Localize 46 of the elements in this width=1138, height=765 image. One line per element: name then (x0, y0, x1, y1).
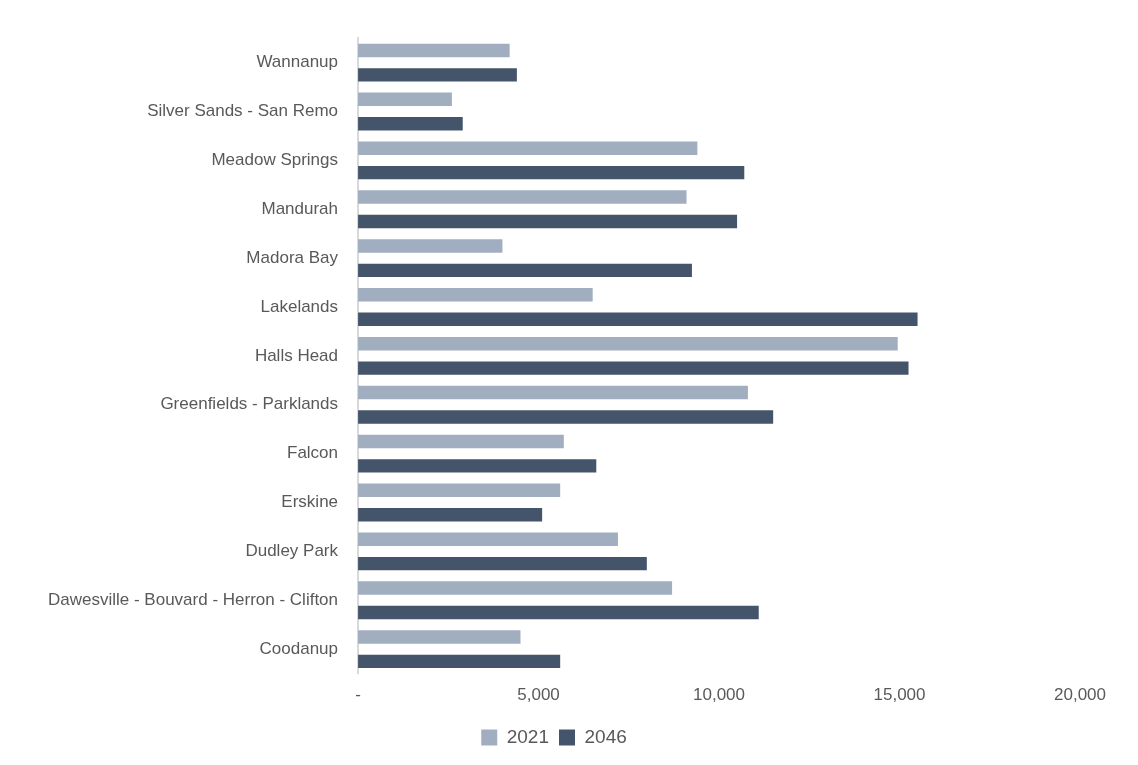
bar (358, 434, 564, 449)
y-tick-label: Silver Sands - San Remo (147, 101, 339, 121)
bar (358, 214, 738, 229)
bar (358, 68, 517, 82)
bar (358, 630, 521, 644)
y-tick-label: Dudley Park (245, 541, 339, 561)
x-tick-label: 5,000 (517, 685, 560, 705)
bar (358, 556, 647, 571)
y-tick-label: Erskine (281, 492, 339, 512)
y-tick-label: Lakelands (260, 296, 339, 316)
x-tick-label: 10,000 (693, 685, 746, 705)
x-tick-label: - (355, 685, 361, 705)
y-tick-label: Dawesville - Bouvard - Herron - Clifton (47, 589, 339, 609)
y-tick-label: Wannanup (256, 52, 339, 72)
y-tick-label: Halls Head (254, 345, 339, 365)
bar (358, 336, 898, 351)
legend-label: 2021 (506, 725, 550, 747)
y-tick-label: Madora Bay (246, 247, 339, 267)
y-tick-label: Mandurah (261, 198, 339, 218)
bar (358, 459, 597, 473)
x-tick-label: 15,000 (873, 685, 926, 705)
bar (358, 43, 510, 58)
y-tick-label: Falcon (287, 443, 339, 463)
bar (358, 581, 673, 595)
bar (358, 532, 618, 546)
bar (358, 288, 593, 302)
bar (358, 483, 561, 498)
bar (358, 239, 503, 253)
bar (358, 92, 452, 107)
legend-label: 2046 (584, 725, 627, 747)
y-tick-label: Meadow Springs (211, 150, 339, 170)
bar (358, 605, 759, 620)
y-tick-label: Greenfields - Parklands (160, 394, 339, 414)
bar (358, 410, 774, 424)
bar (358, 117, 463, 131)
x-tick-label: 20,000 (1054, 685, 1106, 705)
bar (358, 361, 909, 375)
bar (358, 263, 692, 278)
bar (358, 385, 748, 400)
bar (358, 508, 543, 522)
bar (358, 141, 698, 155)
bar (358, 312, 918, 326)
bar (358, 654, 561, 669)
bar (358, 165, 745, 180)
y-tick-label: Coodanup (259, 638, 339, 658)
bar (358, 190, 687, 204)
